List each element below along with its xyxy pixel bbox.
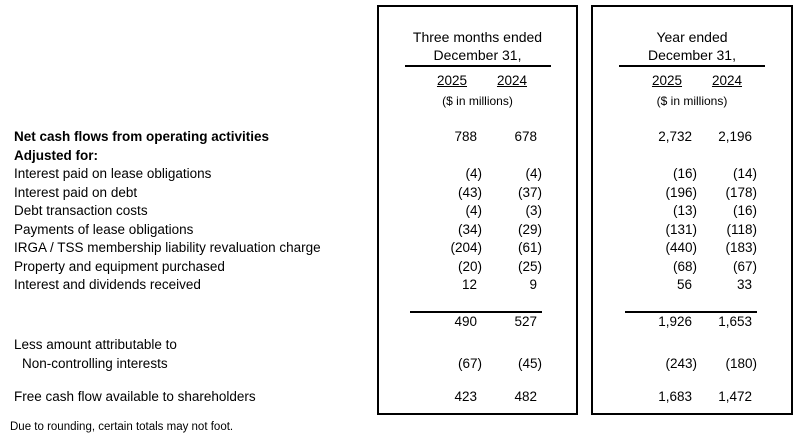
year-header-2024: 2024 xyxy=(496,73,528,88)
row-label-non-controlling: Non-controlling interests xyxy=(22,355,168,371)
row-label-interest-dividends: Interest and dividends received xyxy=(14,277,201,292)
value-cell: 2,196 xyxy=(718,129,752,144)
year-ended-header: Year ended December 31, 2025 2024 ($ in … xyxy=(593,7,791,109)
period-date: December 31, xyxy=(433,47,522,63)
value-cell: (243) xyxy=(665,355,697,371)
subtotal-value: 1,926 xyxy=(658,313,692,329)
three-months-values: 788 678 (4) (4) (43) (37) (4) (3) (34) (29) (… xyxy=(379,128,576,407)
value-cell: (204) xyxy=(450,240,482,255)
row-label-payments-lease: Payments of lease obligations xyxy=(14,221,194,237)
value-cell: (43) xyxy=(457,184,482,200)
rounding-footnote: Due to rounding, certain totals may not … xyxy=(10,421,234,433)
value-cell: (196) xyxy=(665,184,697,200)
row-label-property-equipment: Property and equipment purchased xyxy=(14,258,225,274)
value-cell: 1,683 xyxy=(658,389,692,404)
row-label-debt-transaction-costs: Debt transaction costs xyxy=(14,203,148,218)
value-cell: 9 xyxy=(529,277,537,292)
year-ended-box: Year ended December 31, 2025 2024 ($ in … xyxy=(591,5,793,415)
subtotal-rule: 490 527 xyxy=(410,310,542,330)
year-header-2025: 2025 xyxy=(436,73,468,88)
period-date: December 31, xyxy=(648,47,736,63)
row-labels-column: Net cash flows from operating activities… xyxy=(14,128,374,407)
value-cell: (67) xyxy=(457,355,482,371)
value-cell: 56 xyxy=(676,277,692,292)
value-cell: (16) xyxy=(672,166,697,181)
row-label-adjusted-for: Adjusted for: xyxy=(14,147,98,163)
value-cell: (68) xyxy=(672,258,697,274)
row-label-free-cash-flow: Free cash flow available to shareholders xyxy=(14,389,256,404)
value-cell: (131) xyxy=(665,221,697,237)
year-headers: 2025 2024 xyxy=(379,72,576,90)
row-label-interest-debt: Interest paid on debt xyxy=(14,184,138,200)
value-cell: (180) xyxy=(725,355,757,371)
row-label-less-amount: Less amount attributable to xyxy=(14,337,177,352)
value-cell: (67) xyxy=(732,258,757,274)
units-label: ($ in millions) xyxy=(442,94,513,108)
row-label-irga-tss: IRGA / TSS membership liability revaluat… xyxy=(14,240,321,255)
period-date-underlined: December 31, xyxy=(619,46,765,67)
value-cell: (37) xyxy=(517,184,542,200)
value-cell: (20) xyxy=(457,258,482,274)
subtotal-value: 527 xyxy=(514,313,537,329)
value-cell: (25) xyxy=(517,258,542,274)
value-cell: (14) xyxy=(732,166,757,181)
value-cell: 2,732 xyxy=(658,129,692,144)
value-cell: (4) xyxy=(465,203,483,218)
value-cell: (13) xyxy=(672,203,697,218)
row-label-interest-lease: Interest paid on lease obligations xyxy=(14,166,212,181)
year-header-2024: 2024 xyxy=(711,73,743,88)
three-months-header: Three months ended December 31, 2025 202… xyxy=(379,7,576,109)
subtotal-value: 490 xyxy=(454,313,477,329)
value-cell: 788 xyxy=(454,129,477,144)
value-cell: 1,472 xyxy=(718,389,752,404)
subtotal-row: 490 527 xyxy=(379,310,576,330)
row-label-subtotal-blank xyxy=(14,311,374,330)
value-cell: 423 xyxy=(454,389,477,404)
value-cell: (118) xyxy=(726,221,757,237)
row-label-net-cash-flows: Net cash flows from operating activities xyxy=(14,129,270,144)
value-cell: (45) xyxy=(517,355,542,371)
value-cell: (61) xyxy=(517,240,542,255)
subtotal-rule: 1,926 1,653 xyxy=(625,310,757,330)
period-title: Three months ended xyxy=(412,29,543,45)
year-header-2025: 2025 xyxy=(651,73,683,88)
units-label: ($ in millions) xyxy=(656,94,728,108)
value-cell: (4) xyxy=(465,166,483,181)
value-cell: (3) xyxy=(525,203,543,218)
value-cell: (183) xyxy=(725,240,757,255)
year-ended-values: 2,732 2,196 (16) (14) (196) (178) (13) (16) … xyxy=(593,128,791,407)
year-headers: 2025 2024 xyxy=(593,72,791,90)
period-date-underlined: December 31, xyxy=(404,46,551,67)
value-cell: 482 xyxy=(514,389,537,404)
three-months-ended-box: Three months ended December 31, 2025 202… xyxy=(377,5,578,415)
period-title: Year ended xyxy=(656,29,728,45)
value-cell: 33 xyxy=(736,277,752,292)
value-cell: (440) xyxy=(665,240,697,255)
value-cell: (16) xyxy=(732,203,757,218)
value-cell: (29) xyxy=(517,221,542,237)
value-cell: (178) xyxy=(725,184,757,200)
value-cell: (34) xyxy=(457,221,482,237)
value-cell: 12 xyxy=(461,277,477,292)
subtotal-value: 1,653 xyxy=(718,313,752,329)
value-cell: 678 xyxy=(514,129,537,144)
value-cell: (4) xyxy=(525,166,543,181)
subtotal-row: 1,926 1,653 xyxy=(593,310,791,330)
